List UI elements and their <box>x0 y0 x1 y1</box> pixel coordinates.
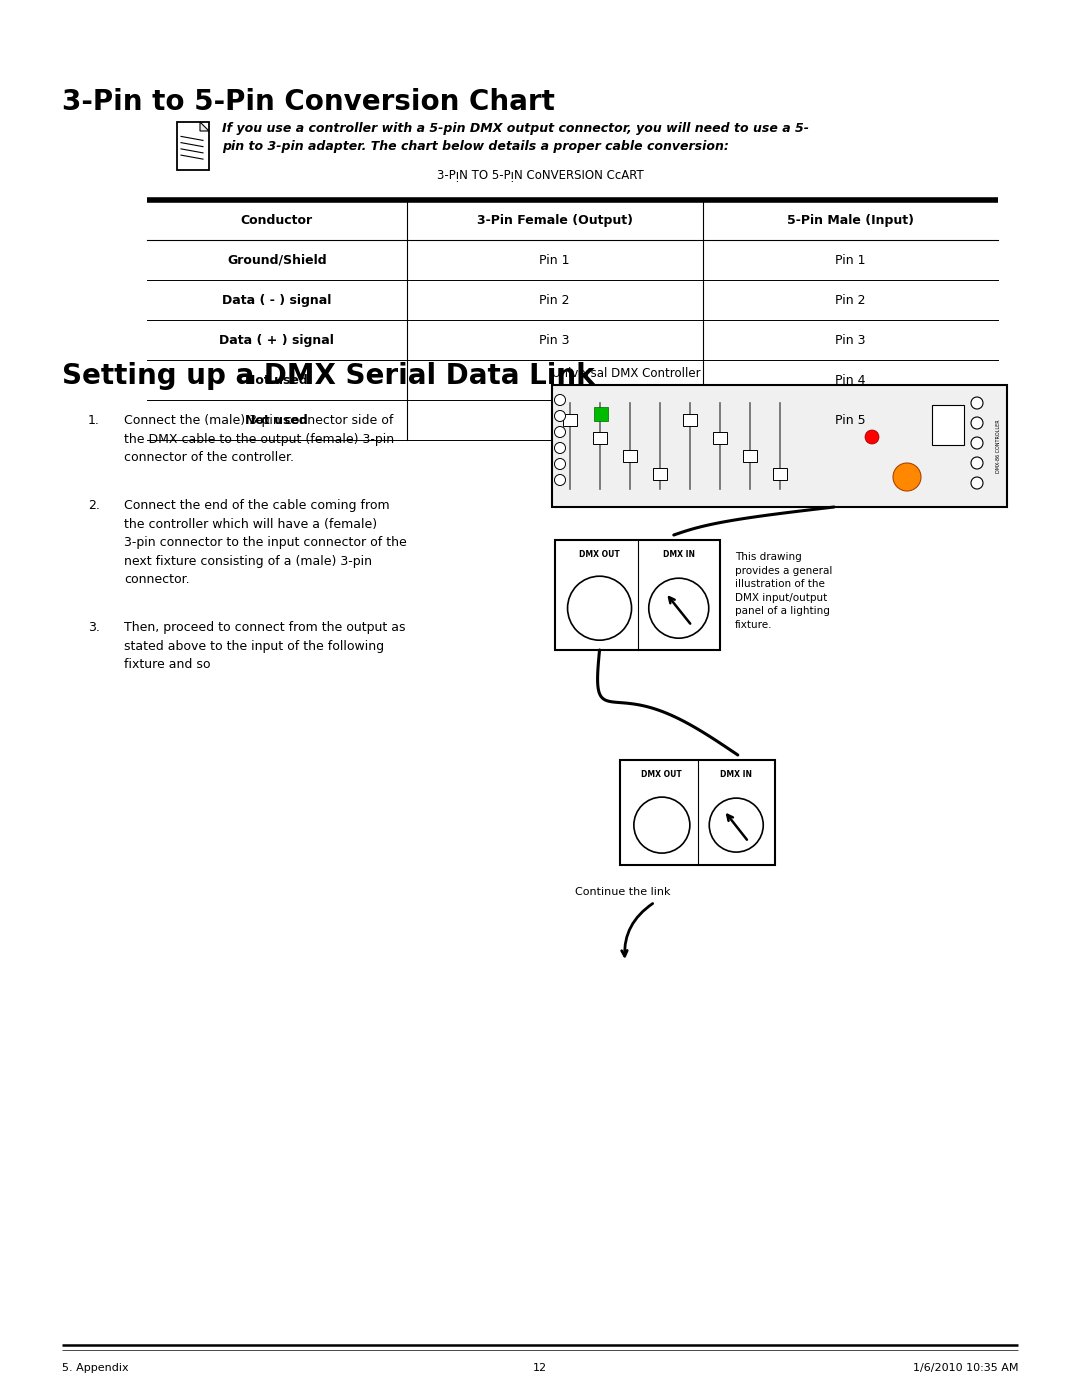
Text: DMX IN: DMX IN <box>720 770 753 780</box>
Text: Pin 4: Pin 4 <box>835 373 865 387</box>
Circle shape <box>971 437 983 448</box>
Bar <box>623 450 637 462</box>
Text: Connect the end of the cable coming from
the controller which will have a (femal: Connect the end of the cable coming from… <box>124 499 407 585</box>
Text: Not used: Not used <box>245 373 308 387</box>
Text: 3-PᴉN TO 5-PᴉN CᴏNVERSION CᴄART: 3-PᴉN TO 5-PᴉN CᴏNVERSION CᴄART <box>436 169 644 182</box>
Bar <box>683 414 697 426</box>
Text: 3.: 3. <box>89 622 100 634</box>
FancyBboxPatch shape <box>177 122 210 170</box>
Text: 3-Pin to 5-Pin Conversion Chart: 3-Pin to 5-Pin Conversion Chart <box>62 88 555 116</box>
Circle shape <box>865 430 879 444</box>
Text: Conductor: Conductor <box>241 214 313 226</box>
Text: Universal DMX Controller: Universal DMX Controller <box>552 367 701 380</box>
Text: Continue the link: Continue the link <box>575 887 671 897</box>
Circle shape <box>971 476 983 489</box>
Circle shape <box>554 394 566 405</box>
Circle shape <box>893 462 921 490</box>
Text: 3-Pin Female (Output): 3-Pin Female (Output) <box>476 214 633 226</box>
Text: DMX-86 CONTROLLER: DMX-86 CONTROLLER <box>997 419 1001 472</box>
Bar <box>713 432 727 444</box>
Text: DMX IN: DMX IN <box>663 550 694 559</box>
Text: DMX OUT: DMX OUT <box>642 770 683 780</box>
Circle shape <box>554 411 566 422</box>
Text: Pin 3: Pin 3 <box>539 334 570 346</box>
Text: Setting up a DMX Serial Data Link: Setting up a DMX Serial Data Link <box>62 362 595 390</box>
Circle shape <box>971 397 983 409</box>
Circle shape <box>710 798 764 852</box>
Text: If you use a controller with a 5-pin DMX output connector, you will need to use : If you use a controller with a 5-pin DMX… <box>222 122 809 154</box>
Text: Not used: Not used <box>245 414 308 426</box>
Circle shape <box>971 457 983 469</box>
Text: Connect the (male) 3-pin connector side of
the DMX cable to the output (female) : Connect the (male) 3-pin connector side … <box>124 414 394 464</box>
Circle shape <box>554 475 566 486</box>
Bar <box>555 541 720 650</box>
Text: 12: 12 <box>532 1363 548 1373</box>
Circle shape <box>554 458 566 469</box>
Text: Pin 2: Pin 2 <box>539 293 570 306</box>
Circle shape <box>971 416 983 429</box>
Text: Data ( - ) signal: Data ( - ) signal <box>222 293 332 306</box>
Circle shape <box>649 578 708 638</box>
Text: 5. Appendix: 5. Appendix <box>62 1363 129 1373</box>
Bar <box>743 450 757 462</box>
Bar <box>563 414 577 426</box>
Text: 1.: 1. <box>89 414 100 427</box>
Bar <box>932 405 964 446</box>
Text: Data ( + ) signal: Data ( + ) signal <box>219 334 334 346</box>
Text: This drawing
provides a general
illustration of the
DMX input/output
panel of a : This drawing provides a general illustra… <box>735 552 833 630</box>
Text: Pin 5: Pin 5 <box>835 414 866 426</box>
Text: Pin 1: Pin 1 <box>539 253 570 267</box>
Text: Then, proceed to connect from the output as
stated above to the input of the fol: Then, proceed to connect from the output… <box>124 622 405 671</box>
Bar <box>594 407 608 420</box>
Text: Pin 1: Pin 1 <box>835 253 865 267</box>
Bar <box>552 386 1007 507</box>
Bar <box>593 432 607 444</box>
Circle shape <box>554 443 566 454</box>
Bar <box>620 760 775 865</box>
Text: 5-Pin Male (Input): 5-Pin Male (Input) <box>787 214 914 226</box>
Circle shape <box>554 426 566 437</box>
Circle shape <box>568 576 632 640</box>
Circle shape <box>634 798 690 854</box>
Bar <box>773 468 787 481</box>
Text: 1/6/2010 10:35 AM: 1/6/2010 10:35 AM <box>913 1363 1018 1373</box>
Text: DMX OUT: DMX OUT <box>579 550 620 559</box>
Text: Pin 3: Pin 3 <box>835 334 865 346</box>
Text: Ground/Shield: Ground/Shield <box>227 253 326 267</box>
Text: Pin 2: Pin 2 <box>835 293 865 306</box>
Bar <box>653 468 667 481</box>
Text: 2.: 2. <box>89 499 100 511</box>
Polygon shape <box>200 122 210 131</box>
